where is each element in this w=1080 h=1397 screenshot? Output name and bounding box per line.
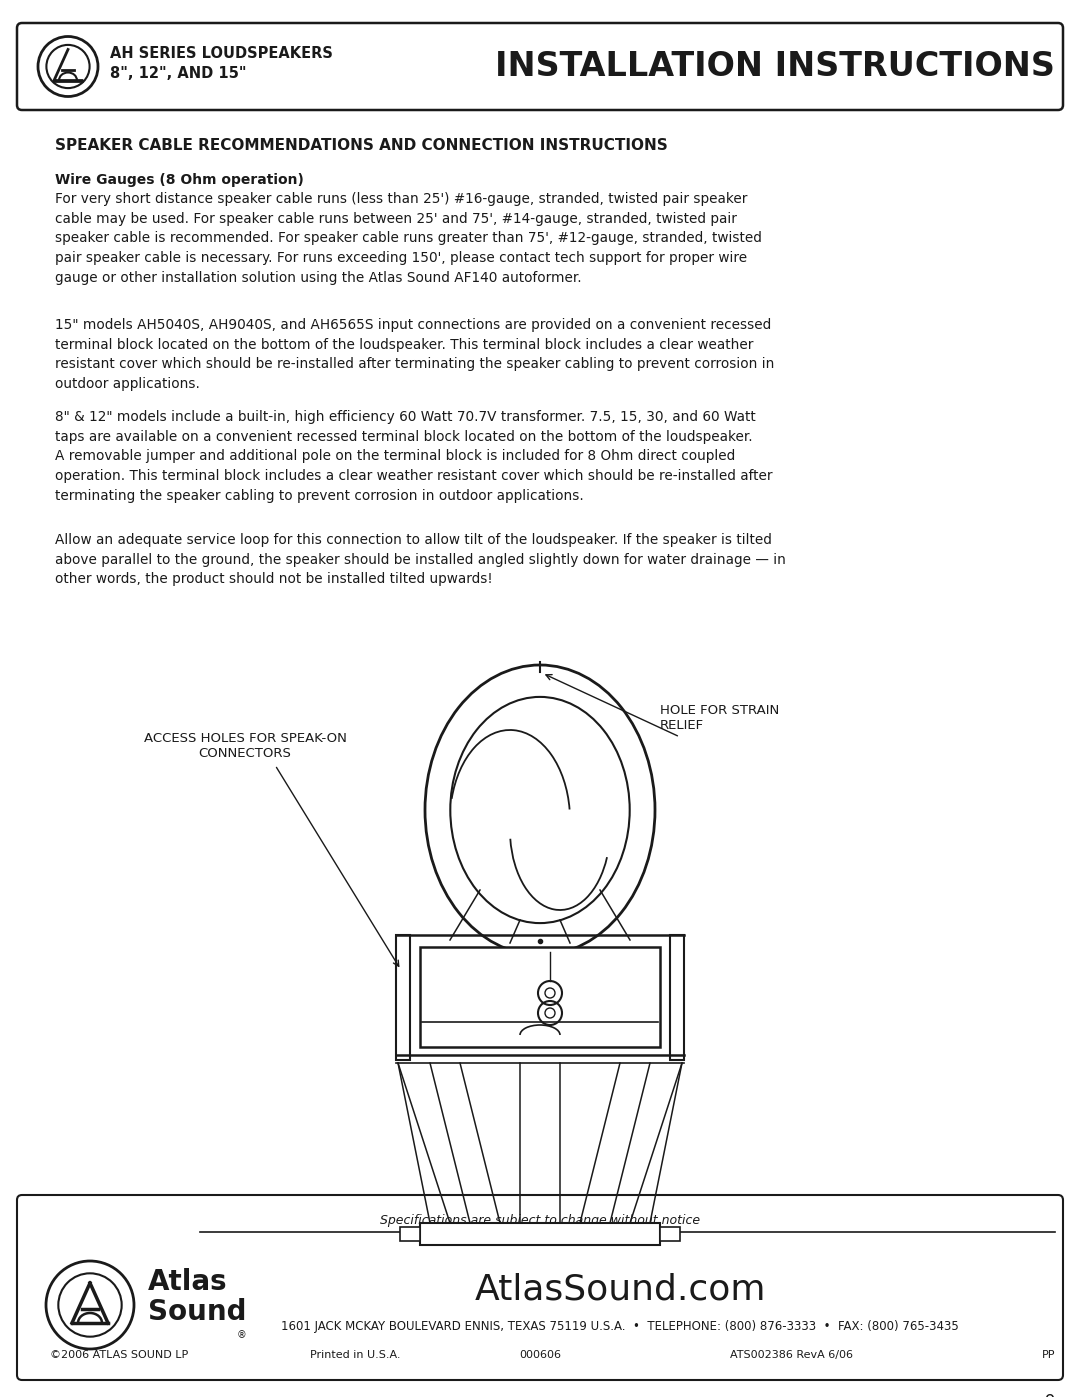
Bar xyxy=(420,947,660,1046)
Text: HOLE FOR STRAIN
RELIEF: HOLE FOR STRAIN RELIEF xyxy=(660,704,780,732)
FancyBboxPatch shape xyxy=(17,1194,1063,1380)
Text: AtlasSound.com: AtlasSound.com xyxy=(474,1273,766,1308)
Text: 9: 9 xyxy=(1044,1393,1055,1397)
Bar xyxy=(396,935,410,1060)
Text: Atlas: Atlas xyxy=(148,1268,228,1296)
Text: 000606: 000606 xyxy=(519,1350,561,1361)
Text: For very short distance speaker cable runs (less than 25') #16-gauge, stranded, : For very short distance speaker cable ru… xyxy=(55,191,761,285)
Bar xyxy=(660,1227,680,1241)
Text: Sound: Sound xyxy=(148,1298,246,1326)
Text: SPEAKER CABLE RECOMMENDATIONS AND CONNECTION INSTRUCTIONS: SPEAKER CABLE RECOMMENDATIONS AND CONNEC… xyxy=(55,138,667,154)
Bar xyxy=(400,1227,420,1241)
Text: Printed in U.S.A.: Printed in U.S.A. xyxy=(310,1350,401,1361)
Text: Specifications are subject to change without notice: Specifications are subject to change wit… xyxy=(380,1214,700,1227)
Text: ©2006 ATLAS SOUND LP: ©2006 ATLAS SOUND LP xyxy=(50,1350,188,1361)
Text: PP: PP xyxy=(1041,1350,1055,1361)
Text: 8" & 12" models include a built-in, high efficiency 60 Watt 70.7V transformer. 7: 8" & 12" models include a built-in, high… xyxy=(55,409,772,503)
Bar xyxy=(420,1222,660,1245)
FancyBboxPatch shape xyxy=(17,22,1063,110)
Bar xyxy=(670,935,684,1060)
Text: ATS002386 RevA 6/06: ATS002386 RevA 6/06 xyxy=(730,1350,853,1361)
Text: ACCESS HOLES FOR SPEAK-ON
CONNECTORS: ACCESS HOLES FOR SPEAK-ON CONNECTORS xyxy=(144,732,347,760)
Text: ®: ® xyxy=(237,1330,246,1340)
Text: Allow an adequate service loop for this connection to allow tilt of the loudspea: Allow an adequate service loop for this … xyxy=(55,534,786,587)
Text: 1601 JACK MCKAY BOULEVARD ENNIS, TEXAS 75119 U.S.A.  •  TELEPHONE: (800) 876-333: 1601 JACK MCKAY BOULEVARD ENNIS, TEXAS 7… xyxy=(281,1320,959,1333)
Text: AH SERIES LOUDSPEAKERS: AH SERIES LOUDSPEAKERS xyxy=(110,46,333,61)
Text: INSTALLATION INSTRUCTIONS: INSTALLATION INSTRUCTIONS xyxy=(495,50,1055,82)
Text: Wire Gauges (8 Ohm operation): Wire Gauges (8 Ohm operation) xyxy=(55,173,303,187)
Text: 8", 12", AND 15": 8", 12", AND 15" xyxy=(110,66,246,81)
Text: 15" models AH5040S, AH9040S, and AH6565S input connections are provided on a con: 15" models AH5040S, AH9040S, and AH6565S… xyxy=(55,319,774,391)
